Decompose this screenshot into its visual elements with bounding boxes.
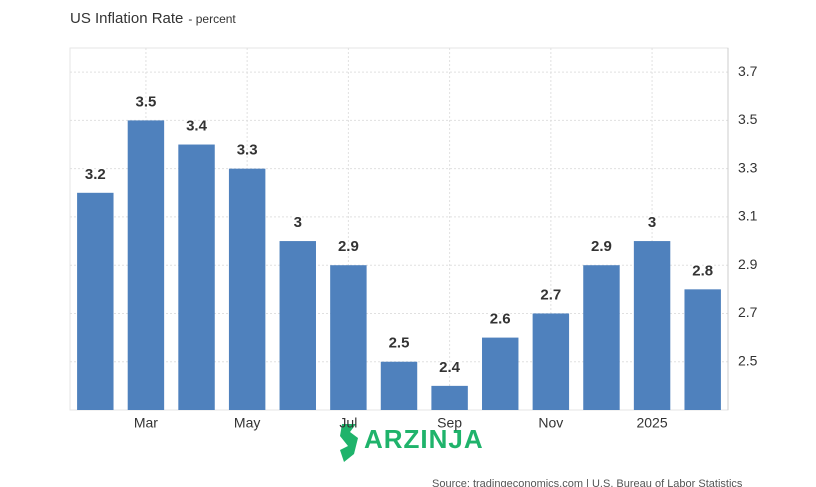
bar <box>330 265 367 410</box>
chart-subtitle: - percent <box>188 12 236 26</box>
x-tick-label: 2025 <box>636 415 667 431</box>
value-label: 3 <box>648 214 656 231</box>
bar <box>279 241 316 410</box>
y-tick-label: 2.5 <box>738 352 758 368</box>
value-label: 2.9 <box>591 238 612 255</box>
watermark-logo <box>340 424 358 462</box>
y-tick-label: 3.5 <box>738 111 758 127</box>
plot-border <box>69 47 729 411</box>
watermark: ARZINJA <box>364 424 484 454</box>
y-tick-label: 3.7 <box>738 63 758 79</box>
y-tick-label: 2.7 <box>738 304 758 320</box>
y-tick-label: 3.3 <box>738 159 758 175</box>
value-label: 3 <box>294 214 302 231</box>
chart-title: US Inflation Rate <box>70 10 183 27</box>
x-tick-label: May <box>234 415 260 431</box>
value-label: 2.5 <box>389 335 410 352</box>
source: Source: tradingeconomics.com | U.S. Bure… <box>432 478 743 487</box>
bar <box>583 265 620 410</box>
bar <box>178 144 215 411</box>
x-tick-label: Mar <box>134 415 158 431</box>
value-label: 2.6 <box>490 311 511 328</box>
value-label: 2.9 <box>338 238 359 255</box>
bar <box>431 385 468 410</box>
value-label: 2.8 <box>692 262 713 279</box>
bar <box>532 313 570 410</box>
y-tick-label: 3.1 <box>738 208 758 224</box>
value-label: 3.2 <box>85 166 106 183</box>
bar <box>127 120 165 411</box>
y-tick-label: 2.9 <box>738 256 758 272</box>
value-label: 2.7 <box>540 286 561 303</box>
bar <box>380 361 418 410</box>
x-tick-label: Nov <box>538 415 563 431</box>
bar <box>228 168 266 410</box>
bar <box>77 192 114 410</box>
bar <box>482 337 519 410</box>
x-tick-label: Jul <box>339 415 357 431</box>
bar <box>633 241 671 410</box>
value-label: 3.4 <box>186 118 208 135</box>
bar <box>684 289 721 410</box>
value-label: 2.4 <box>439 359 461 376</box>
value-label: 3.3 <box>237 142 258 159</box>
value-label: 3.5 <box>135 93 156 110</box>
x-tick-label: Sep <box>437 415 462 431</box>
